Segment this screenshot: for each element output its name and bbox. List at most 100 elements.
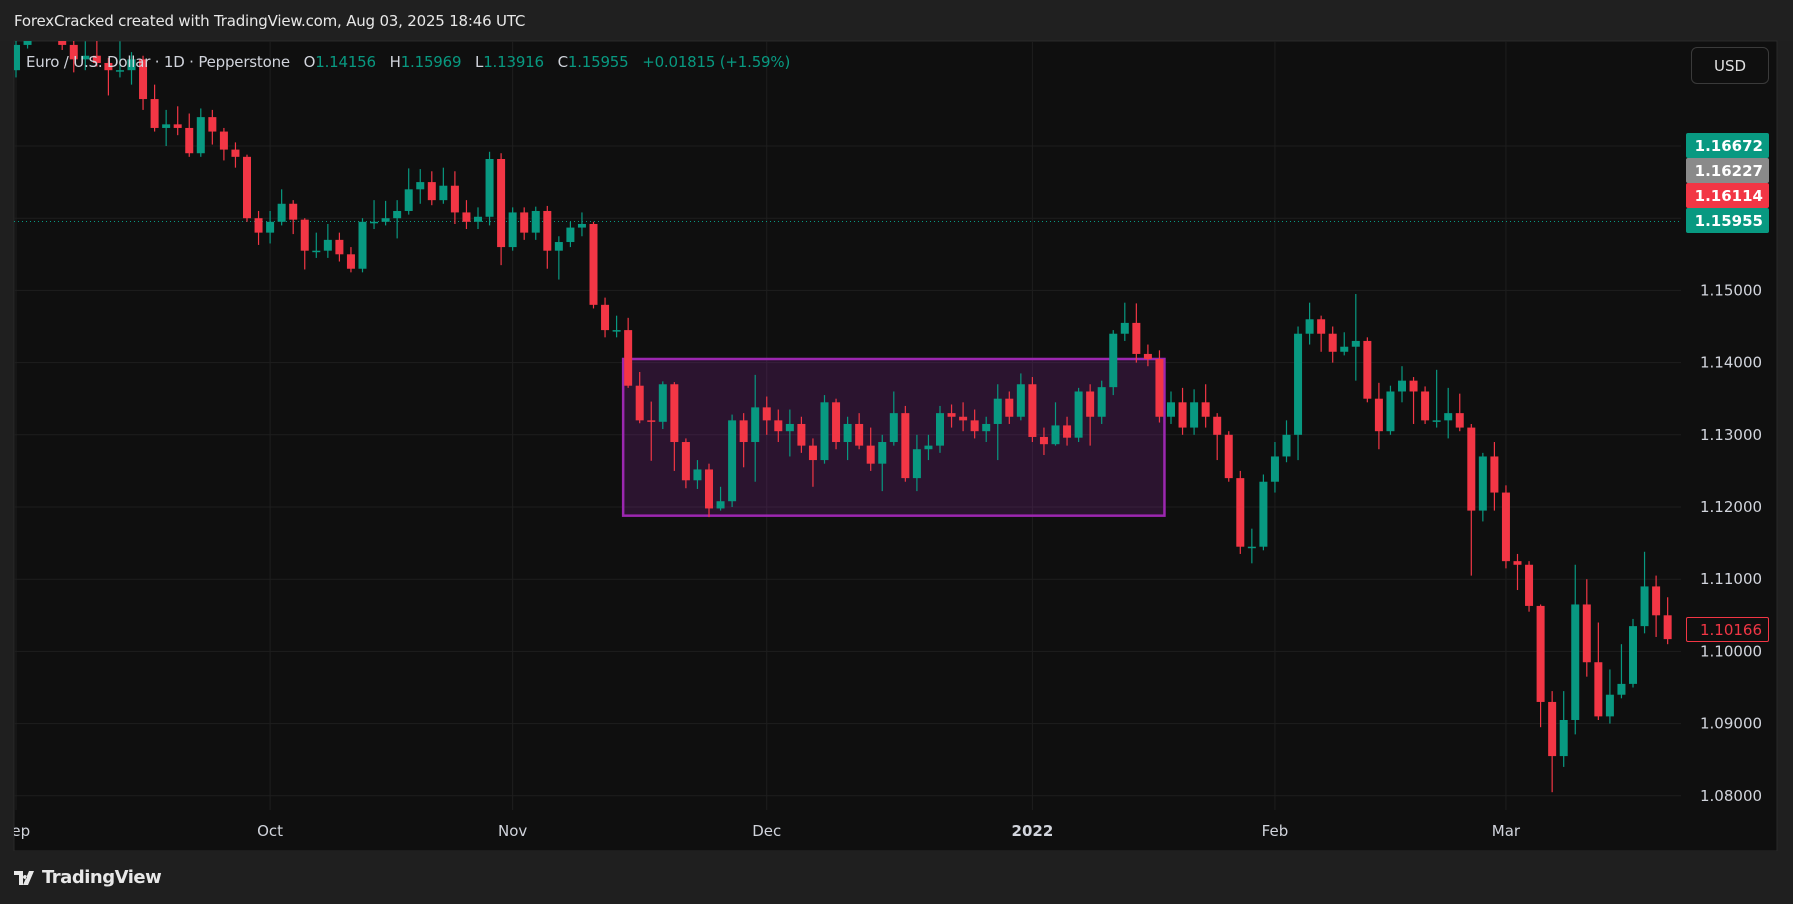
candle <box>1478 452 1487 522</box>
candle <box>1652 575 1661 637</box>
candle-body <box>1109 333 1118 388</box>
candle <box>254 210 263 245</box>
candle <box>1351 294 1360 381</box>
candle-body <box>243 156 251 219</box>
candle <box>47 12 55 30</box>
candle-body <box>1305 319 1314 334</box>
candle-body <box>566 227 575 243</box>
candle <box>705 463 713 518</box>
candle-body <box>497 158 506 248</box>
candle-body <box>1247 546 1256 549</box>
candle-body <box>1201 402 1210 417</box>
candle <box>635 371 644 424</box>
candle <box>497 153 506 266</box>
candle <box>936 405 944 453</box>
candle <box>901 405 910 482</box>
candle <box>173 106 182 136</box>
candle <box>127 52 136 85</box>
candle <box>601 297 610 338</box>
logo-text: TradingView <box>42 867 162 888</box>
candle <box>243 154 251 222</box>
candle-body <box>439 185 448 201</box>
candle-body <box>81 55 90 60</box>
candle <box>208 109 217 145</box>
candle <box>14 41 20 78</box>
candle <box>58 41 67 50</box>
candle <box>947 404 956 428</box>
candle-body <box>889 413 898 443</box>
time-axis[interactable]: Sep Oct Nov Dec 2022 Feb Mar <box>2 822 1521 840</box>
candle <box>1421 386 1430 424</box>
candle <box>1513 553 1522 591</box>
open-label: O <box>303 53 316 71</box>
candle-body <box>1548 701 1557 757</box>
candle <box>878 434 887 492</box>
candle <box>1063 416 1072 446</box>
candle-body <box>647 420 656 422</box>
symbol-name: Euro / U.S. Dollar · 1D · Pepperstone <box>26 53 290 71</box>
candle <box>508 207 517 251</box>
candle-body <box>1525 564 1534 606</box>
candle <box>751 374 760 482</box>
candle-body <box>681 442 690 481</box>
candle <box>346 247 355 273</box>
candle-body <box>474 216 482 222</box>
candle <box>774 409 783 443</box>
candle-body <box>277 203 286 222</box>
candle-body <box>832 402 841 443</box>
y-tick-label: 1.09000 <box>1700 715 1762 733</box>
candle <box>150 84 159 132</box>
candle-body <box>520 212 529 233</box>
candle-body <box>785 423 794 432</box>
candle <box>762 396 771 435</box>
candle-body <box>912 449 921 479</box>
candle-body <box>208 117 217 132</box>
candle-body <box>843 423 852 443</box>
price-tag: 1.16227 <box>1686 158 1769 183</box>
candle <box>1097 380 1106 424</box>
price-axis[interactable]: 1.15000 1.14000 1.13000 1.12000 1.11000 1.100… <box>1700 281 1762 804</box>
candle <box>658 381 667 430</box>
candle <box>1328 326 1337 363</box>
candle-body <box>1501 492 1510 562</box>
candle-body <box>1605 694 1614 717</box>
candle-body <box>820 402 829 461</box>
plot-area <box>14 12 1681 793</box>
candle <box>1444 387 1453 439</box>
candle-body <box>150 99 159 128</box>
candle-body <box>1455 413 1464 428</box>
candle <box>589 221 598 309</box>
candle-body <box>982 423 991 432</box>
candle-body <box>1063 425 1072 438</box>
candle-body <box>1340 346 1349 352</box>
candle <box>185 113 194 157</box>
candle <box>139 55 148 110</box>
candle-body <box>658 384 667 422</box>
chart-background <box>13 40 1778 852</box>
candle <box>370 200 379 230</box>
candle <box>1190 389 1199 435</box>
candle-body <box>69 44 78 60</box>
candle-body <box>589 223 598 305</box>
candle <box>462 200 471 230</box>
candle <box>266 210 275 244</box>
candle-body <box>1120 322 1129 334</box>
candle <box>1155 350 1164 423</box>
candle <box>1663 597 1672 645</box>
candle <box>647 401 656 461</box>
currency-button[interactable]: USD <box>1691 47 1769 84</box>
candle-body <box>1652 586 1661 616</box>
candle <box>624 317 633 388</box>
candle-body <box>404 189 413 211</box>
candle-body <box>705 469 713 509</box>
tradingview-logo[interactable]: TradingView <box>14 867 162 888</box>
candle <box>1398 366 1406 403</box>
candle <box>92 41 101 67</box>
candle <box>104 57 113 96</box>
candle-body <box>462 212 471 222</box>
candle <box>1432 369 1441 428</box>
candle <box>1282 420 1291 463</box>
x-tick-label: Dec <box>752 822 781 840</box>
candle <box>289 200 298 235</box>
